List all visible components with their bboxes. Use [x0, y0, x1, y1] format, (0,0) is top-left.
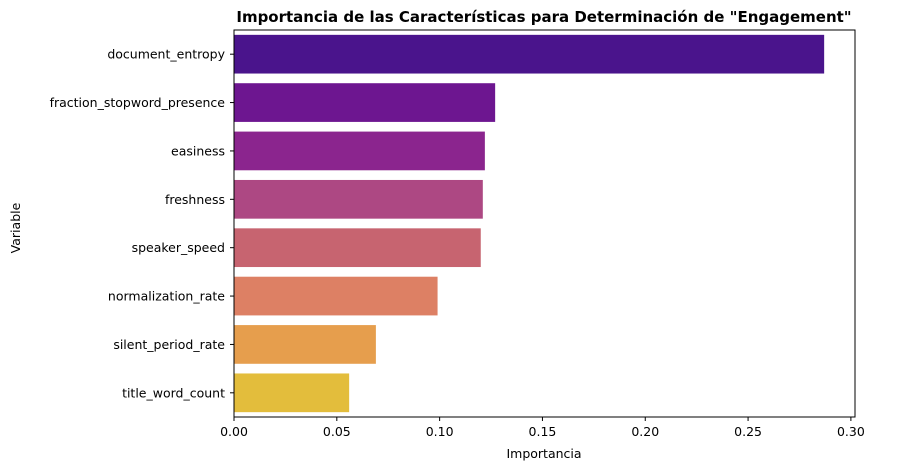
bars-layer	[234, 34, 825, 413]
x-tick-label: 0.15	[529, 424, 557, 439]
x-axis-label: Importancia	[506, 446, 581, 461]
y-tick-label: easiness	[171, 143, 225, 158]
x-tick-label: 0.30	[837, 424, 865, 439]
x-axis: 0.00 0.05 0.10 0.15 0.20 0.25 0.30	[220, 417, 865, 439]
plot-frame	[233, 29, 856, 418]
y-axis-label: Variable	[8, 202, 23, 253]
bar-document-entropy	[234, 34, 825, 74]
bar-easiness	[234, 131, 485, 171]
bar-freshness	[234, 179, 483, 219]
y-tick-label: fraction_stopword_presence	[50, 95, 226, 110]
x-tick-label: 0.00	[220, 424, 248, 439]
bar-normalization-rate	[234, 276, 438, 316]
y-tick-label: title_word_count	[122, 385, 225, 400]
y-axis: document_entropy fraction_stopword_presen…	[50, 47, 234, 400]
y-tick-label: speaker_speed	[132, 240, 225, 255]
y-tick-label: freshness	[165, 192, 225, 207]
chart-title: Importancia de las Características para …	[236, 8, 851, 26]
x-tick-label: 0.25	[734, 424, 762, 439]
bar-silent-period-rate	[234, 325, 376, 364]
y-tick-label: silent_period_rate	[113, 337, 225, 352]
y-tick-label: document_entropy	[107, 47, 225, 62]
x-tick-label: 0.10	[426, 424, 454, 439]
bar-fraction-stopword-presence	[234, 83, 496, 122]
bar-title-word-count	[234, 373, 350, 413]
y-tick-label: normalization_rate	[108, 289, 225, 304]
bar-speaker-speed	[234, 228, 481, 268]
x-tick-label: 0.05	[323, 424, 351, 439]
x-tick-label: 0.20	[631, 424, 659, 439]
